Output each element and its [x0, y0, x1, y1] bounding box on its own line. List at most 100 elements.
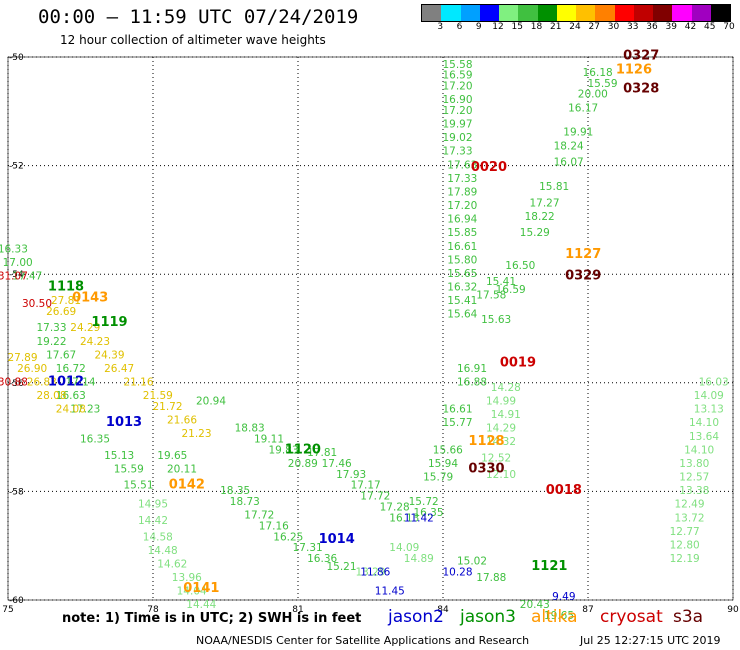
wave-height-label: 12.10 [486, 469, 516, 481]
wave-height-label: 21.66 [167, 415, 197, 427]
wave-height-label: 15.41 [486, 276, 516, 288]
y-tick-label: -52 [9, 162, 24, 172]
wave-height-label: 16.90 [442, 94, 472, 106]
wave-height-label: 14.04 [177, 586, 207, 598]
scale-swatch [595, 5, 615, 21]
pass-id-label: 0143 [72, 290, 108, 305]
wave-height-label: 30.88 [0, 377, 28, 389]
wave-height-label: 13.96 [172, 572, 202, 584]
wave-height-label: 15.72 [409, 496, 439, 508]
wave-height-label: 26.83 [27, 377, 57, 389]
wave-height-label: 14.91 [491, 409, 521, 421]
wave-height-label: 15.13 [104, 450, 134, 462]
scale-swatch [614, 5, 634, 21]
wave-height-label: 16.59 [496, 284, 526, 296]
scale-swatch [556, 5, 576, 21]
wave-height-label: 19.97 [442, 119, 472, 131]
wave-height-label: 17.67 [46, 349, 76, 361]
wave-height-label: 16.36 [307, 553, 337, 565]
wave-height-label: 14.32 [486, 436, 516, 448]
wave-height-label: 14.44 [186, 599, 216, 611]
legend-s3a: s3a [673, 607, 704, 627]
scale-label: 12 [492, 22, 504, 32]
wave-height-label: 16.32 [447, 281, 477, 293]
pass-id-label: 1013 [106, 415, 142, 430]
pass-id-label: 1127 [565, 247, 601, 262]
wave-height-label: 17.89 [447, 186, 477, 198]
wave-height-label: 30.50 [22, 298, 52, 310]
wave-height-label: 15.41 [447, 295, 477, 307]
wave-height-label: 9.49 [552, 591, 575, 603]
wave-height-label: 15.59 [587, 78, 617, 90]
wave-height-label: 20.11 [167, 463, 197, 475]
scale-label: 9 [475, 22, 482, 32]
wave-height-label: 15.85 [447, 227, 477, 239]
wave-height-label: 13.80 [679, 458, 709, 470]
wave-height-label: 17.16 [259, 520, 289, 532]
x-tick-label: 90 [727, 605, 739, 615]
wave-height-label: 21.72 [152, 401, 182, 413]
wave-height-label: 15.81 [539, 181, 569, 193]
scale-label: 21 [550, 22, 562, 32]
scale-swatch [633, 5, 653, 21]
wave-height-label: 15.79 [423, 472, 453, 484]
wave-height-label: 19.65 [544, 610, 574, 622]
wave-height-label: 24.39 [94, 349, 124, 361]
wave-height-label: 15.59 [114, 463, 144, 475]
pass-id-label: 1120 [285, 442, 321, 457]
scale-swatch [537, 5, 557, 21]
wave-height-label: 14.58 [143, 531, 173, 543]
pass-id-label: 0330 [468, 461, 504, 476]
wave-height-label: 17.88 [476, 572, 506, 584]
scale-label: 42 [684, 22, 697, 32]
wave-height-label: 19.83 [268, 444, 298, 456]
wave-height-label: 17.27 [529, 197, 559, 209]
wave-height-label: 15.64 [447, 309, 477, 321]
legend-cryosat: cryosat [600, 607, 663, 627]
scale-label: 15 [511, 22, 523, 32]
footnote: note: 1) Time is in UTC; 2) SWH is in fe… [62, 611, 362, 626]
legend-jason2: jason2 [388, 607, 444, 627]
wave-height-label: 17.72 [244, 510, 274, 522]
wave-height-label: 16.33 [0, 243, 28, 255]
wave-height-label: 16.50 [505, 260, 535, 272]
pass-id-label: 1012 [48, 375, 84, 390]
wave-height-label: 16.18 [583, 67, 613, 79]
wave-height-label: 17.28 [380, 501, 410, 513]
scale-swatch [576, 5, 596, 21]
wave-height-label: 16.17 [568, 102, 598, 114]
wave-height-label: 15.80 [447, 254, 477, 266]
scale-swatch [518, 5, 538, 21]
y-tick-label: -56 [9, 379, 24, 389]
wave-height-label: 18.73 [230, 496, 260, 508]
pass-id-label: 1118 [48, 279, 84, 294]
pass-id-label: 1121 [531, 559, 567, 574]
y-tick-label: -58 [9, 487, 24, 497]
wave-height-label: 21.23 [181, 428, 211, 440]
wave-height-label: 17.17 [351, 480, 381, 492]
wave-height-label: 14.10 [684, 444, 714, 456]
wave-height-label: 14.62 [157, 558, 187, 570]
wave-height-label: 17.00 [3, 257, 33, 269]
wave-height-label: 13.38 [679, 485, 709, 497]
wave-height-label: 15.66 [433, 444, 463, 456]
y-tick-label: -54 [9, 270, 24, 280]
color-scale-bar [421, 4, 731, 22]
wave-height-label: 17.33 [36, 322, 66, 334]
wave-height-label: 15.63 [481, 314, 511, 326]
scale-label: 18 [530, 22, 543, 32]
page-title: 00:00 – 11:59 UTC 07/24/2019 [38, 6, 359, 28]
wave-height-label: 20.00 [578, 89, 608, 101]
scale-label: 30 [607, 22, 620, 32]
pass-id-label: 0020 [471, 160, 507, 175]
chart-frame [7, 56, 734, 601]
scale-swatch [710, 5, 730, 21]
x-tick-label: 75 [2, 605, 13, 615]
wave-height-label: 14.29 [486, 423, 516, 435]
pass-id-label: 0141 [183, 581, 219, 596]
wave-height-label: 14.09 [694, 390, 724, 402]
scale-label: 27 [588, 22, 600, 32]
wave-height-label: 17.72 [360, 491, 390, 503]
wave-height-label: 18.35 [220, 485, 250, 497]
